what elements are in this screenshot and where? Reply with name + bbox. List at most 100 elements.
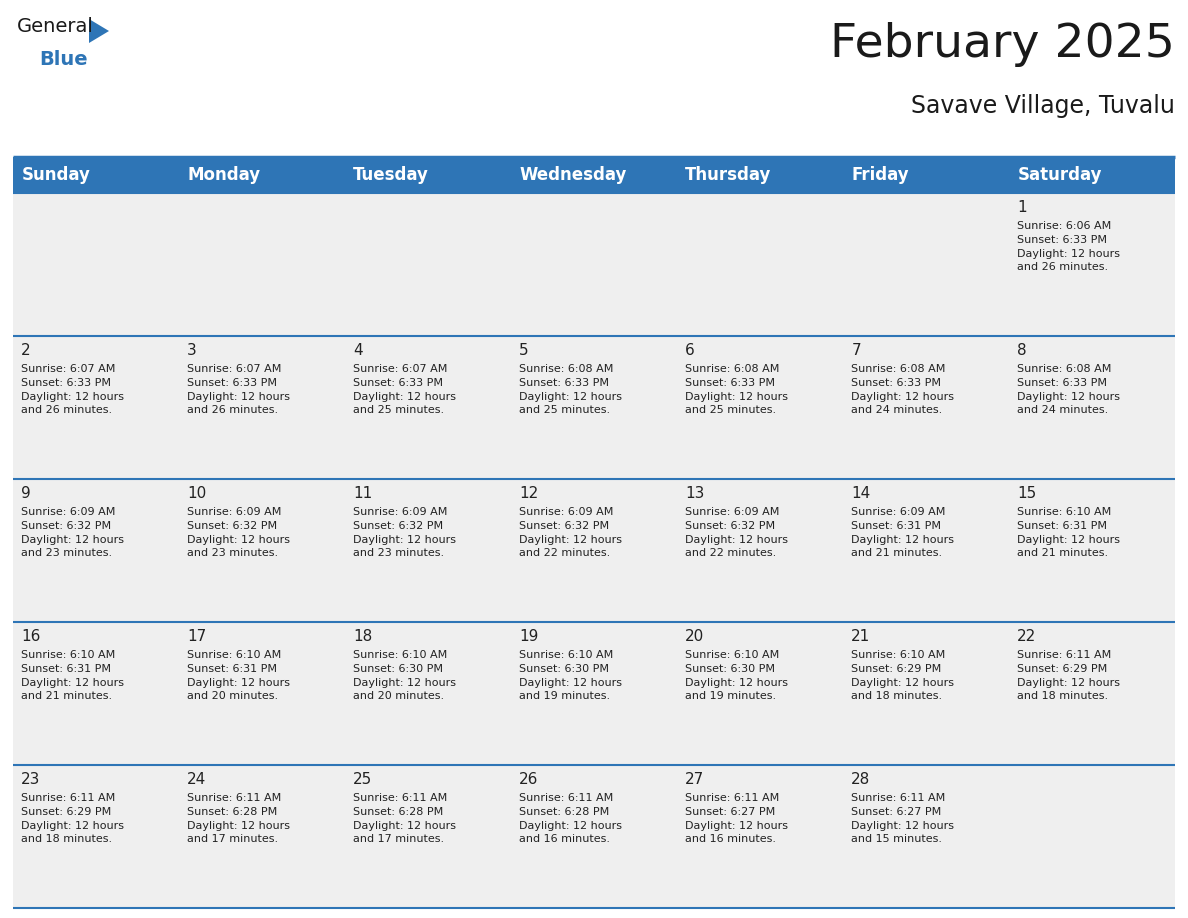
Text: Sunrise: 6:09 AM: Sunrise: 6:09 AM (852, 507, 946, 517)
Text: Daylight: 12 hours: Daylight: 12 hours (519, 534, 623, 544)
Bar (511, 765, 677, 908)
Bar (345, 193, 511, 336)
Text: Friday: Friday (852, 166, 909, 184)
Bar (13, 193, 179, 336)
Text: 17: 17 (188, 629, 207, 644)
Bar (677, 622, 843, 765)
Text: Sunrise: 6:08 AM: Sunrise: 6:08 AM (685, 364, 779, 374)
Text: Daylight: 12 hours: Daylight: 12 hours (1017, 392, 1120, 401)
Bar (345, 336, 511, 479)
Text: 10: 10 (188, 486, 207, 501)
Text: 27: 27 (685, 772, 704, 787)
Text: 7: 7 (852, 343, 861, 358)
Bar (511, 622, 677, 765)
Text: and 16 minutes.: and 16 minutes. (519, 834, 611, 845)
Text: Daylight: 12 hours: Daylight: 12 hours (1017, 249, 1120, 259)
Bar (843, 157, 1009, 193)
Text: Sunset: 6:33 PM: Sunset: 6:33 PM (1017, 235, 1107, 245)
Bar (1009, 193, 1175, 336)
Text: and 26 minutes.: and 26 minutes. (1017, 263, 1108, 273)
Text: Sunset: 6:31 PM: Sunset: 6:31 PM (1017, 521, 1107, 531)
Text: and 20 minutes.: and 20 minutes. (188, 691, 278, 701)
Text: 12: 12 (519, 486, 538, 501)
Text: and 25 minutes.: and 25 minutes. (519, 406, 611, 416)
Bar (345, 622, 511, 765)
Text: and 15 minutes.: and 15 minutes. (852, 834, 942, 845)
Bar (843, 336, 1009, 479)
Text: Sunset: 6:31 PM: Sunset: 6:31 PM (852, 521, 941, 531)
Text: and 18 minutes.: and 18 minutes. (21, 834, 113, 845)
Text: 22: 22 (1017, 629, 1037, 644)
Text: 20: 20 (685, 629, 704, 644)
Bar (843, 479, 1009, 622)
Text: Sunday: Sunday (21, 166, 90, 184)
Text: Sunset: 6:33 PM: Sunset: 6:33 PM (519, 378, 609, 387)
Text: and 25 minutes.: and 25 minutes. (353, 406, 444, 416)
Text: and 22 minutes.: and 22 minutes. (519, 548, 611, 558)
Text: Sunset: 6:33 PM: Sunset: 6:33 PM (852, 378, 941, 387)
Text: Sunrise: 6:10 AM: Sunrise: 6:10 AM (685, 650, 779, 660)
Text: and 26 minutes.: and 26 minutes. (21, 406, 113, 416)
Text: Sunrise: 6:09 AM: Sunrise: 6:09 AM (188, 507, 282, 517)
Bar (345, 765, 511, 908)
Text: Sunset: 6:32 PM: Sunset: 6:32 PM (353, 521, 443, 531)
Text: Daylight: 12 hours: Daylight: 12 hours (353, 677, 456, 688)
Text: 26: 26 (519, 772, 538, 787)
Text: Daylight: 12 hours: Daylight: 12 hours (685, 392, 789, 401)
Bar (13, 622, 179, 765)
Text: Daylight: 12 hours: Daylight: 12 hours (353, 392, 456, 401)
Text: Sunrise: 6:08 AM: Sunrise: 6:08 AM (852, 364, 946, 374)
Text: Monday: Monday (188, 166, 260, 184)
Text: 21: 21 (852, 629, 871, 644)
Text: Daylight: 12 hours: Daylight: 12 hours (685, 677, 789, 688)
Bar (179, 336, 345, 479)
Bar (511, 157, 677, 193)
Bar (677, 336, 843, 479)
Text: and 18 minutes.: and 18 minutes. (852, 691, 942, 701)
Text: Sunrise: 6:09 AM: Sunrise: 6:09 AM (353, 507, 448, 517)
Bar (13, 336, 179, 479)
Text: Sunset: 6:32 PM: Sunset: 6:32 PM (685, 521, 776, 531)
Bar (179, 193, 345, 336)
Bar (179, 157, 345, 193)
Text: Sunset: 6:28 PM: Sunset: 6:28 PM (519, 807, 609, 817)
Bar (13, 157, 179, 193)
Text: Daylight: 12 hours: Daylight: 12 hours (685, 534, 789, 544)
Text: Sunrise: 6:10 AM: Sunrise: 6:10 AM (852, 650, 946, 660)
Text: Sunrise: 6:07 AM: Sunrise: 6:07 AM (188, 364, 282, 374)
Text: and 24 minutes.: and 24 minutes. (852, 406, 942, 416)
Text: Daylight: 12 hours: Daylight: 12 hours (188, 534, 290, 544)
Text: Daylight: 12 hours: Daylight: 12 hours (21, 534, 125, 544)
Text: Sunset: 6:28 PM: Sunset: 6:28 PM (188, 807, 278, 817)
Text: and 18 minutes.: and 18 minutes. (1017, 691, 1108, 701)
Text: Sunset: 6:30 PM: Sunset: 6:30 PM (685, 664, 776, 674)
Text: Sunset: 6:27 PM: Sunset: 6:27 PM (685, 807, 776, 817)
Text: 8: 8 (1017, 343, 1026, 358)
Text: and 24 minutes.: and 24 minutes. (1017, 406, 1108, 416)
Text: 13: 13 (685, 486, 704, 501)
Bar (179, 765, 345, 908)
Text: Daylight: 12 hours: Daylight: 12 hours (519, 677, 623, 688)
Text: Daylight: 12 hours: Daylight: 12 hours (519, 392, 623, 401)
Text: and 20 minutes.: and 20 minutes. (353, 691, 444, 701)
Text: 1: 1 (1017, 200, 1026, 215)
Text: 16: 16 (21, 629, 40, 644)
Bar (13, 765, 179, 908)
Text: Daylight: 12 hours: Daylight: 12 hours (685, 821, 789, 831)
Text: 4: 4 (353, 343, 362, 358)
Text: Sunset: 6:27 PM: Sunset: 6:27 PM (852, 807, 942, 817)
Text: 23: 23 (21, 772, 40, 787)
Text: and 23 minutes.: and 23 minutes. (353, 548, 444, 558)
Bar (511, 193, 677, 336)
Text: and 21 minutes.: and 21 minutes. (852, 548, 942, 558)
Text: 25: 25 (353, 772, 373, 787)
Text: Daylight: 12 hours: Daylight: 12 hours (519, 821, 623, 831)
Text: Wednesday: Wednesday (519, 166, 627, 184)
Text: General: General (17, 17, 94, 36)
Text: and 21 minutes.: and 21 minutes. (21, 691, 113, 701)
Text: Sunset: 6:33 PM: Sunset: 6:33 PM (21, 378, 112, 387)
Text: Sunrise: 6:09 AM: Sunrise: 6:09 AM (519, 507, 614, 517)
Text: Sunrise: 6:07 AM: Sunrise: 6:07 AM (21, 364, 115, 374)
Bar (1009, 157, 1175, 193)
Text: 24: 24 (188, 772, 207, 787)
